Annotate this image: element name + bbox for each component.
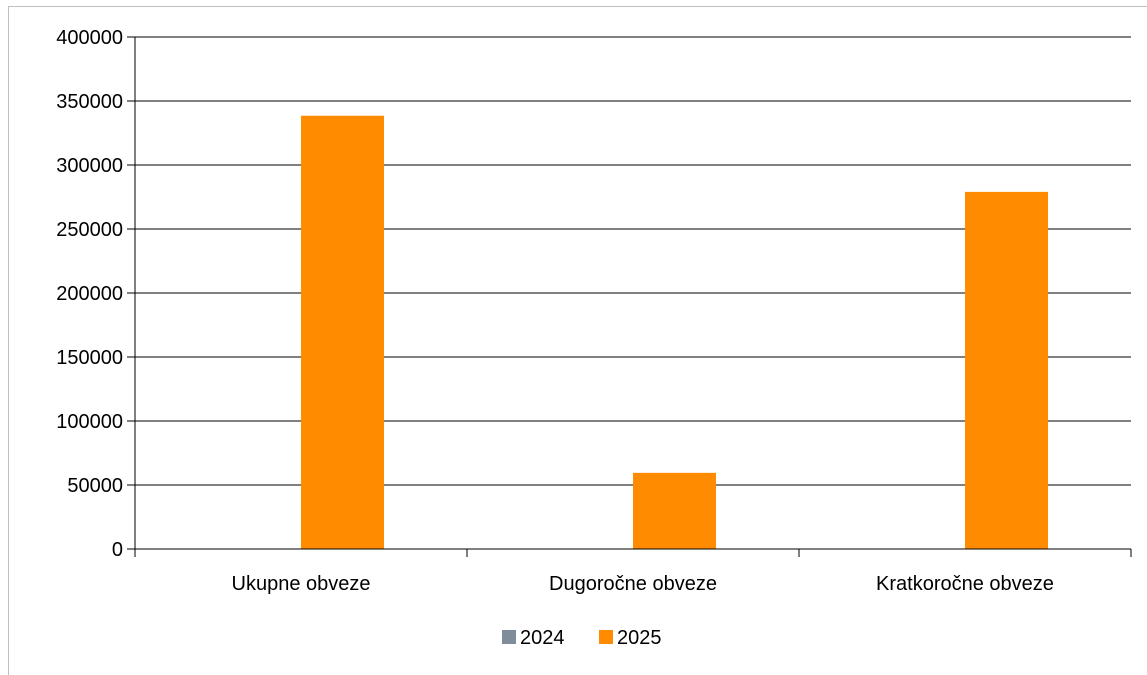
y-axis-tick-labels: 0 50000 100000 150000 200000 250000 300000 3500… [56, 27, 123, 561]
y-tick-label: 200000 [56, 283, 123, 305]
legend-swatch-2024 [502, 630, 516, 644]
y-tick-label: 250000 [56, 219, 123, 241]
x-axis-category-labels: Ukupne obveze Dugoročne obveze Kratkoročne… [232, 573, 1054, 595]
legend-label-2025: 2025 [617, 627, 662, 649]
y-tick-label: 350000 [56, 91, 123, 113]
bar-2025-2 [965, 191, 1048, 549]
legend: 2024 2025 [502, 627, 662, 649]
x-axis [134, 548, 1132, 557]
y-tick-label: 400000 [56, 27, 123, 49]
legend-label-2024: 2024 [520, 627, 565, 649]
y-tick-label: 150000 [56, 347, 123, 369]
y-tick-label: 100000 [56, 411, 123, 433]
bar-2025-1 [633, 472, 716, 549]
category-label: Dugoročne obveze [549, 573, 717, 595]
y-tick-label: 0 [112, 539, 123, 561]
y-tick-label: 300000 [56, 155, 123, 177]
chart-frame [8, 6, 1147, 675]
bar-2025-0 [301, 115, 384, 549]
legend-swatch-2025 [599, 630, 613, 644]
category-label: Ukupne obveze [232, 573, 371, 595]
category-label: Kratkoročne obveze [876, 573, 1054, 595]
y-tick-label: 50000 [67, 475, 123, 497]
bars [301, 115, 1048, 549]
